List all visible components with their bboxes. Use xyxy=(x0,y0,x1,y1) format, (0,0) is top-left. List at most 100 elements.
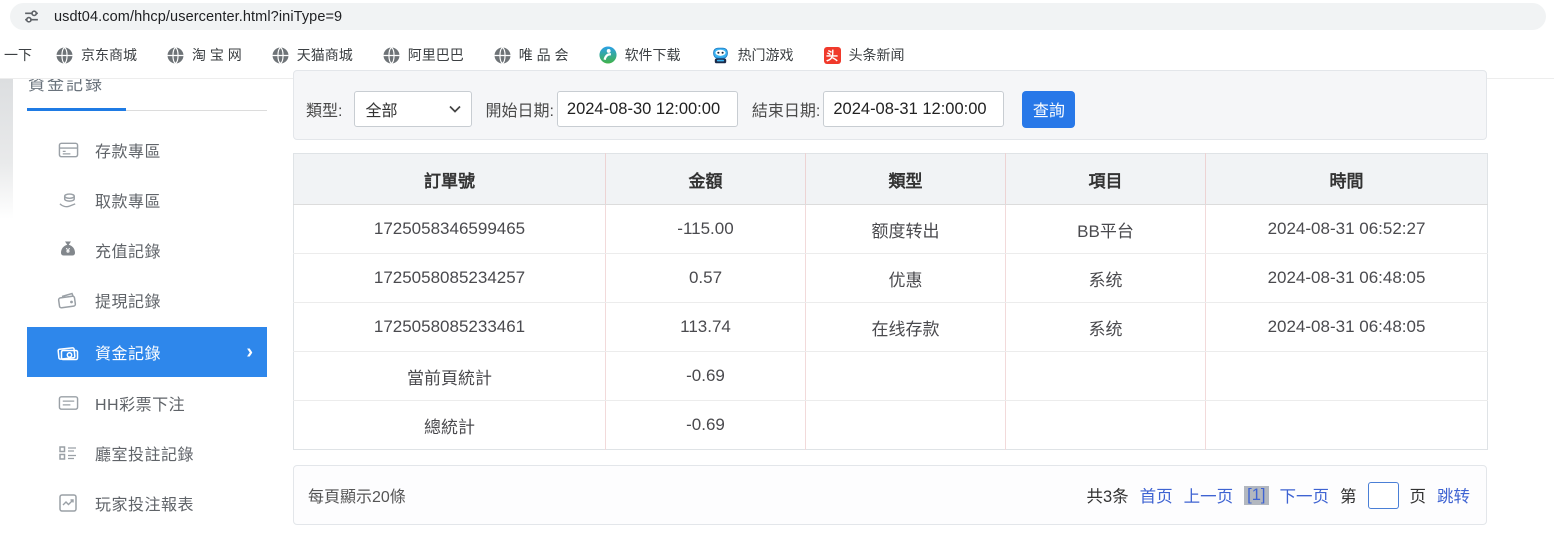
room-bet-list-icon xyxy=(57,444,79,462)
sidebar-item-deposit-zone[interactable]: 存款專區 xyxy=(27,125,267,175)
table-header-row: 訂單號 金額 類型 項目 時間 xyxy=(293,153,1488,205)
bookmark-label: 京东商城 xyxy=(81,47,137,63)
cell-time: 2024-08-31 06:52:27 xyxy=(1205,204,1488,254)
table-row: 1725058346599465 -115.00 额度转出 BB平台 2024-… xyxy=(293,204,1488,254)
bookmark-label: 一下 xyxy=(4,47,32,63)
active-tab-underline xyxy=(27,108,126,111)
sidebar-item-withdrawal-records[interactable]: 提現記錄 xyxy=(27,275,267,325)
cell-type: 优惠 xyxy=(805,253,1006,303)
bookmark-jd[interactable]: 京东商城 xyxy=(56,45,137,65)
bookmark-label: 淘 宝 网 xyxy=(192,47,242,63)
sidebar-item-room-bet-records[interactable]: 廳室投註記錄 xyxy=(27,428,267,478)
url-text[interactable]: usdt04.com/hhcp/usercenter.html?iniType=… xyxy=(54,8,343,25)
funds-cash-icon xyxy=(57,343,79,362)
site-controls-icon[interactable] xyxy=(23,8,40,25)
cell-empty xyxy=(805,400,1006,450)
sidebar-item-label: 提現記錄 xyxy=(95,294,162,311)
sidebar-item-label: 廳室投註記錄 xyxy=(95,447,195,464)
bookmark-label: 唯 品 会 xyxy=(518,47,569,63)
first-page-link[interactable]: 首页 xyxy=(1139,488,1173,506)
sidebar-item-hh-lottery-bets[interactable]: HH彩票下注 xyxy=(27,378,267,428)
end-date-input[interactable] xyxy=(823,91,1005,127)
next-page-link[interactable]: 下一页 xyxy=(1279,488,1330,506)
toutiao-news-icon: 头 xyxy=(823,46,841,64)
sidebar: 資金記錄 存款專區 取款專區 xyxy=(16,79,272,533)
deposit-card-icon xyxy=(57,140,79,160)
clipped-tab-text: 資金記錄 xyxy=(28,79,104,94)
withdrawal-wallet-icon xyxy=(57,291,79,310)
table-row-grand-total: 總統計 -0.69 xyxy=(293,400,1488,450)
cell-type: 额度转出 xyxy=(805,204,1006,254)
cell-label: 當前頁統計 xyxy=(293,351,606,401)
table-row-page-total: 當前頁統計 -0.69 xyxy=(293,351,1488,401)
cell-order-no: 1725058085233461 xyxy=(293,302,606,352)
cell-empty xyxy=(1005,400,1206,450)
current-page-indicator[interactable]: [1] xyxy=(1244,485,1269,505)
end-date-label: 結束日期: xyxy=(751,103,821,120)
bookmark-label: 热门游戏 xyxy=(737,47,794,63)
bookmark-toutiao[interactable]: 头 头条新闻 xyxy=(823,45,905,65)
software-download-icon xyxy=(599,46,617,64)
sidebar-item-label: 充值記錄 xyxy=(95,244,162,261)
cell-amount: -115.00 xyxy=(605,204,806,254)
bookmark-truncated[interactable]: 一下 xyxy=(4,45,32,65)
column-header-item: 項目 xyxy=(1005,153,1206,205)
sidebar-item-label: 取款專區 xyxy=(95,194,162,211)
cell-amount: -0.69 xyxy=(605,351,806,401)
column-header-time: 時間 xyxy=(1205,153,1488,205)
pager-controls: 共3条 首页 上一页 [1] 下一页 第 页 跳转 xyxy=(1086,481,1470,509)
total-count-text: 共3条 xyxy=(1086,488,1129,506)
column-header-type: 類型 xyxy=(805,153,1006,205)
chevron-down-icon xyxy=(449,105,462,113)
sidebar-item-label: HH彩票下注 xyxy=(95,397,186,414)
bookmark-vip[interactable]: 唯 品 会 xyxy=(494,45,569,65)
cell-type: 在线存款 xyxy=(805,302,1006,352)
type-select[interactable]: 全部 xyxy=(354,91,473,127)
bookmark-label: 头条新闻 xyxy=(848,47,905,63)
sidebar-item-funds-records[interactable]: 資金記錄 › xyxy=(27,327,267,377)
page-number-input[interactable] xyxy=(1367,481,1399,509)
type-filter-label: 類型: xyxy=(306,103,343,120)
sidebar-item-recharge-records[interactable]: ¥ 充值記錄 xyxy=(27,225,267,275)
tab-underline-track xyxy=(126,110,267,111)
table-row: 1725058085234257 0.57 优惠 系统 2024-08-31 0… xyxy=(293,253,1488,303)
cell-item: BB平台 xyxy=(1005,204,1206,254)
column-header-order-no: 訂單號 xyxy=(293,153,606,205)
bookmark-label: 阿里巴巴 xyxy=(407,47,464,63)
column-header-amount: 金額 xyxy=(605,153,806,205)
sidebar-item-withdraw-zone[interactable]: 取款專區 xyxy=(27,175,267,225)
prev-page-link[interactable]: 上一页 xyxy=(1183,488,1234,506)
bookmark-label: 天猫商城 xyxy=(296,47,353,63)
page-left-gutter xyxy=(0,79,13,219)
chevron-right-icon: › xyxy=(246,340,253,363)
bookmark-games[interactable]: 热门游戏 xyxy=(711,45,794,65)
cell-time: 2024-08-31 06:48:05 xyxy=(1205,302,1488,352)
search-button[interactable]: 查詢 xyxy=(1022,90,1076,128)
bookmark-label: 软件下载 xyxy=(624,47,681,63)
per-page-text: 每頁顯示20條 xyxy=(308,489,406,506)
sidebar-item-label: 資金記錄 xyxy=(95,346,162,363)
bookmark-alibaba[interactable]: 阿里巴巴 xyxy=(383,45,464,65)
table-row: 1725058085233461 113.74 在线存款 系统 2024-08-… xyxy=(293,302,1488,352)
cell-empty xyxy=(1206,401,1488,450)
cell-item: 系统 xyxy=(1005,253,1206,303)
cell-item: 系统 xyxy=(1005,302,1206,352)
filter-panel: 類型: 全部 開始日期: 結束日期: 查詢 xyxy=(293,70,1487,140)
globe-icon xyxy=(167,46,184,64)
funds-records-table: 訂單號 金額 類型 項目 時間 1725058346599465 -115.00… xyxy=(293,153,1488,450)
cell-amount: -0.69 xyxy=(605,400,806,450)
bookmark-taobao[interactable]: 淘 宝 网 xyxy=(167,45,242,65)
start-date-input[interactable] xyxy=(556,91,738,127)
game-robot-icon xyxy=(711,47,730,64)
jump-prefix-text: 第 xyxy=(1340,488,1357,506)
cell-order-no: 1725058346599465 xyxy=(293,204,606,254)
bookmark-software[interactable]: 软件下载 xyxy=(599,45,681,65)
address-bar[interactable]: usdt04.com/hhcp/usercenter.html?iniType=… xyxy=(10,3,1546,30)
sidebar-item-player-bet-report[interactable]: 玩家投注報表 xyxy=(27,478,267,528)
globe-icon xyxy=(272,46,289,64)
svg-text:¥: ¥ xyxy=(66,246,71,255)
cell-empty xyxy=(1005,351,1206,401)
jump-link[interactable]: 跳转 xyxy=(1437,488,1470,506)
sidebar-clipped-tab: 資金記錄 xyxy=(28,79,248,95)
bookmark-tmall[interactable]: 天猫商城 xyxy=(272,45,353,65)
